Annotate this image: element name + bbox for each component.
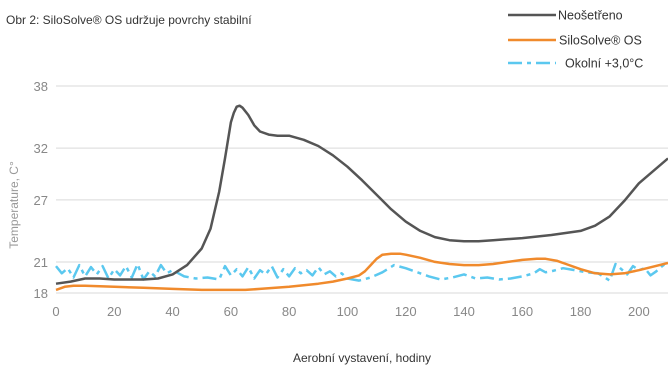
x-tick-label: 140 (453, 304, 475, 319)
series-line-neosetreno (55, 104, 668, 285)
x-tick-label: 200 (628, 304, 650, 319)
chart-title: Obr 2: SiloSolve® OS udržuje povrchy sta… (6, 13, 252, 27)
series-line-silosolve (55, 252, 668, 292)
y-axis-label: Temperature, C° (7, 161, 21, 249)
legend-label-silosolve: SiloSolve® OS (559, 34, 642, 48)
x-tick-label: 160 (511, 304, 533, 319)
x-tick-label: 20 (107, 304, 121, 319)
x-tick-label: 180 (570, 304, 592, 319)
y-tick-label: 27 (34, 193, 48, 208)
legend-label-neosetreno: Neošetřeno (558, 9, 623, 23)
series-lines (55, 104, 668, 292)
y-tick-label: 38 (34, 79, 48, 94)
gridlines (56, 85, 668, 294)
x-tick-label: 0 (52, 304, 59, 319)
x-tick-label: 40 (165, 304, 179, 319)
x-tick-label: 60 (224, 304, 238, 319)
x-tick-label: 120 (395, 304, 417, 319)
x-axis-ticks: 0 20 40 60 80 100 120 140 160 180 200 (52, 304, 649, 319)
y-tick-label: 32 (34, 141, 48, 156)
y-tick-label: 18 (34, 286, 48, 301)
series-line-okolni (55, 260, 668, 282)
y-tick-label: 21 (34, 255, 48, 270)
legend-label-okolni: Okolní +3,0°C (565, 57, 643, 71)
x-tick-label: 80 (282, 304, 296, 319)
legend: Neošetřeno SiloSolve® OS Okolní +3,0°C (508, 9, 643, 71)
y-axis-ticks: 18 21 27 32 38 (34, 79, 48, 301)
x-axis-label: Aerobní vystavení, hodiny (293, 351, 431, 365)
x-tick-label: 100 (337, 304, 359, 319)
